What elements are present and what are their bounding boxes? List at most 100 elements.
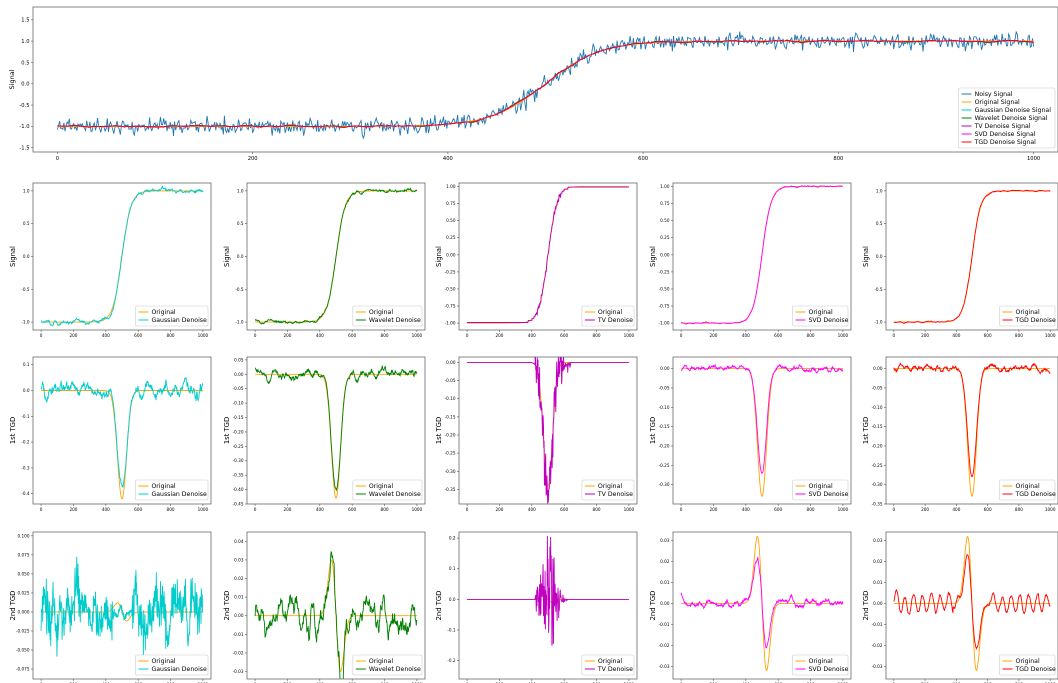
x-tick-label: 1000 [1045,507,1056,512]
series-tgd-denoise-signal [57,39,1034,128]
legend-label: TV Denoise Signal [974,123,1031,130]
x-tick-label: 1000 [624,333,635,338]
plot-area [254,551,418,679]
x-tick-label: 600 [134,507,142,512]
plot-area [56,30,1035,140]
y-tick-label: -0.35 [872,501,883,506]
y-tick-label: -0.4 [21,491,30,496]
plot-area [893,535,1051,672]
y-tick-label: 0.2 [449,536,456,541]
legend-box [581,305,635,327]
y-tick-label: 0.00 [446,360,456,365]
chart-sig-wavelet: 0 200 400 600 800 1000 -1.0 -0.5 0.0 0.5 1.0 Signal… [223,182,426,338]
y-tick-label: 0.00 [446,252,456,257]
y-tick-label: 0.50 [660,218,670,223]
y-tick-label: 1.00 [446,184,456,189]
y-tick-label: 1.0 [876,188,883,193]
x-tick-label: 0 [40,507,43,512]
legend-box [135,305,209,327]
y-axis-label: 1st TGD [435,417,443,444]
y-tick-label: -0.35 [445,487,456,492]
legend-label: Gaussian Denoise [151,491,207,498]
x-tick-label: 1000 [198,507,209,512]
legend-label: Original [808,309,832,316]
y-tick-label: -0.3 [21,465,30,470]
y-tick-label: -0.30 [445,469,456,474]
legend-label: Wavelet Denoise [369,491,421,498]
y-axis-label: 1st TGD [862,417,870,444]
y-tick-label: -0.1 [21,414,30,419]
y-tick-label: 0.01 [660,580,670,585]
y-tick-label: 0.05 [234,357,244,362]
y-tick-label: -0.05 [445,378,456,383]
chart-main: 0 200 400 600 800 1000 -1.5 -1.0 -0.5 0.0 0.5 1.0 1.… [8,6,1058,162]
x-tick-label: 200 [709,507,717,512]
axes-frame [32,531,212,680]
plot-area [254,365,418,499]
series-tv-denoise [467,357,629,504]
y-tick-label: -0.03 [872,664,883,669]
series-svd-denoise [680,185,843,325]
y-tick-label: -1.00 [445,321,456,326]
y-tick-label: -0.20 [445,433,456,438]
y-tick-label: 0.000 [18,609,30,614]
y-tick-label: 1.0 [237,188,244,193]
y-tick-label: -0.25 [233,444,244,449]
y-axis-label: Signal [649,246,657,267]
legend-label: Original [1015,658,1039,665]
legend-box [792,479,849,501]
y-tick-label: -1.0 [21,320,30,325]
y-tick-label: -0.45 [233,501,244,506]
series-tv-denoise [467,535,629,646]
y-tick-label: -0.5 [21,287,30,292]
y-tick-label: 0.01 [234,595,244,600]
chart-sig-svd: 0 200 400 600 800 1000 -1.00 -0.75 -0.50 -0.25 0.0… [649,182,852,338]
x-tick-label: 0 [56,156,59,162]
y-axis-label: 2nd TGD [223,591,231,621]
x-tick-label: 400 [316,507,324,512]
chart-d1-wavelet: 0 200 400 600 800 1000 -0.45 -0.40 -0.35 -0.30 -0.… [223,356,426,512]
legend-label: SVD Denoise [808,491,848,498]
y-tick-label: 0.050 [18,571,30,576]
x-tick-label: 1000 [412,507,423,512]
chart-d1-tv: 0 200 400 600 800 1000 -0.35 -0.30 -0.25 -0.20 -0.… [435,356,638,512]
y-tick-label: -0.02 [659,643,670,648]
chart-d2-svd: 02004006008001000-0.03-0.02-0.010.000.01… [649,531,852,683]
legend-label: TV Denoise [597,491,633,498]
series-original [41,390,203,500]
y-tick-label: -0.02 [233,650,244,655]
y-tick-label: -0.050 [16,648,30,653]
x-tick-label: 0 [892,507,895,512]
plot-area [467,357,629,504]
x-tick-label: 800 [167,333,175,338]
y-tick-label: -0.75 [659,304,670,309]
legend-box [352,654,423,676]
x-tick-label: 600 [638,156,648,162]
y-tick-label: 0.0 [23,388,30,393]
x-tick-label: 200 [921,333,929,338]
legend-box [999,305,1056,327]
axes-frame [672,356,852,505]
legend-label: TV Denoise [597,317,633,324]
y-axis-label: 1st TGD [223,417,231,444]
legend-label: Original [598,309,622,316]
legend-box [352,305,423,327]
legend-label: Original [369,483,393,490]
legend-label: Original [151,309,175,316]
legend-label: Original [808,483,832,490]
axes-frame [672,182,852,331]
x-tick-label: 0 [40,333,43,338]
x-tick-label: 0 [680,333,683,338]
legend-label: TGD Denoise [1014,491,1056,498]
y-tick-label: -0.25 [659,269,670,274]
chart-d2-gauss: 02004006008001000-0.075-0.050-0.0250.000… [9,531,212,683]
y-tick-label: -0.5 [874,287,883,292]
x-tick-label: 800 [1015,333,1023,338]
legend-box [958,87,1056,149]
y-tick-label: -0.50 [445,286,456,291]
y-tick-label: -0.25 [445,269,456,274]
